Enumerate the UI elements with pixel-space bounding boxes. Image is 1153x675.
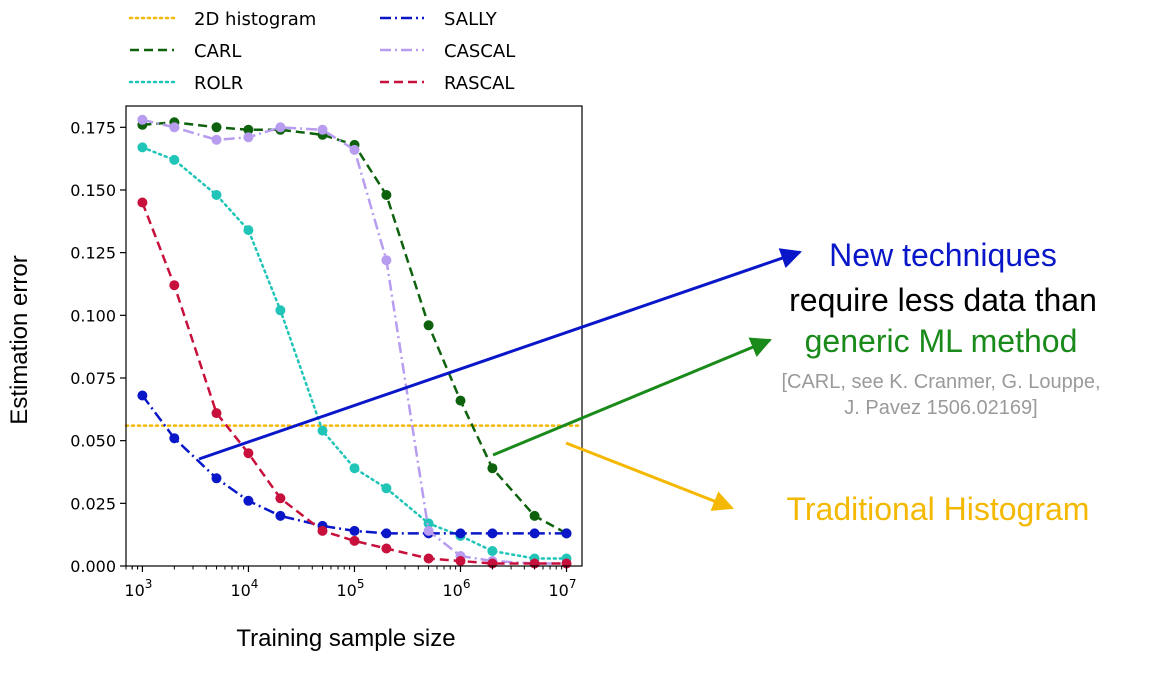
data-point xyxy=(487,463,498,474)
series-line-cascal xyxy=(142,118,567,565)
data-point xyxy=(317,425,328,436)
annotation-generic-ml: generic ML method xyxy=(804,323,1078,359)
data-point xyxy=(455,395,466,406)
data-point xyxy=(275,305,286,316)
data-point xyxy=(561,528,572,539)
data-point xyxy=(137,114,148,125)
data-point xyxy=(349,144,360,155)
data-point xyxy=(137,197,148,208)
annotation-require-less-data: require less data than xyxy=(789,282,1097,318)
arrow-generic-ml xyxy=(492,337,772,457)
data-point xyxy=(169,154,180,165)
data-point xyxy=(349,463,360,474)
arrow-traditional-histogram xyxy=(565,441,734,511)
axes: 0.000 0.025 0.050 0.075 0.100 0.125 0.150 0.175… xyxy=(70,105,583,600)
y-tick-label: 0.075 xyxy=(70,369,116,388)
data-point xyxy=(275,510,286,521)
y-tick-label: 0.000 xyxy=(70,557,116,576)
y-tick-label: 0.025 xyxy=(70,494,116,513)
legend-label: RASCAL xyxy=(444,73,514,94)
plot-frame xyxy=(125,105,583,567)
data-point xyxy=(137,142,148,153)
data-point xyxy=(487,528,498,539)
y-axis-title: Estimation error xyxy=(6,255,33,424)
y-tick-label: 0.175 xyxy=(70,118,116,137)
plot-area xyxy=(124,114,584,569)
data-point xyxy=(243,225,254,236)
data-point xyxy=(381,483,392,494)
y-tick-label: 0.050 xyxy=(70,432,116,451)
y-tick-label: 0.150 xyxy=(70,181,116,200)
data-point xyxy=(317,124,328,135)
annotation-reference-line1: [CARL, see K. Cranmer, G. Louppe, xyxy=(781,371,1101,393)
y-tick-label: 0.100 xyxy=(70,306,116,325)
data-point xyxy=(211,190,222,200)
data-point xyxy=(137,390,148,401)
data-point xyxy=(381,190,392,200)
annotation-arrows xyxy=(198,248,802,511)
data-point xyxy=(169,433,180,444)
data-point xyxy=(455,556,466,566)
legend-label: 2D histogram xyxy=(194,9,316,30)
arrow-new-techniques xyxy=(198,248,802,461)
data-point xyxy=(169,122,180,133)
legend-label: SALLY xyxy=(444,9,498,30)
data-point xyxy=(381,255,392,266)
legend-label: CARL xyxy=(194,41,241,62)
x-tick-label: 103 xyxy=(124,577,152,600)
annotation-traditional-histogram: Traditional Histogram xyxy=(786,491,1090,527)
data-point xyxy=(349,525,360,536)
data-point xyxy=(243,495,254,506)
legend-label: ROLR xyxy=(194,73,243,94)
x-axis-title: Training sample size xyxy=(236,625,455,652)
y-tick-label: 0.125 xyxy=(70,244,116,263)
data-point xyxy=(169,280,180,291)
annotation-new-techniques: New techniques xyxy=(829,237,1057,273)
data-point xyxy=(317,525,328,536)
data-point xyxy=(349,535,360,546)
data-point xyxy=(243,132,254,143)
data-point xyxy=(423,553,434,564)
data-point xyxy=(529,510,540,521)
data-point xyxy=(211,134,222,145)
x-tick-label: 105 xyxy=(336,577,364,600)
x-tick-label: 104 xyxy=(230,577,258,600)
data-point xyxy=(275,122,286,133)
data-point xyxy=(275,493,286,504)
data-point xyxy=(243,124,254,135)
data-point xyxy=(381,543,392,554)
data-point xyxy=(211,473,222,484)
annotation-reference-line2: J. Pavez 1506.02169] xyxy=(844,397,1038,419)
data-point xyxy=(381,528,392,539)
x-tick-label: 106 xyxy=(442,577,470,600)
data-point xyxy=(423,320,434,331)
data-point xyxy=(211,122,222,133)
data-point xyxy=(423,525,434,536)
legend-label: CASCAL xyxy=(444,41,515,62)
data-point xyxy=(211,408,222,419)
series-line-rascal xyxy=(141,202,567,565)
data-point xyxy=(455,528,466,539)
data-point xyxy=(243,448,254,459)
legend: 2D histogram SALLY CARL CASCAL ROLR RASCAL xyxy=(128,9,515,94)
data-point xyxy=(487,546,498,556)
data-point xyxy=(529,528,540,539)
x-tick-label: 107 xyxy=(549,577,577,600)
